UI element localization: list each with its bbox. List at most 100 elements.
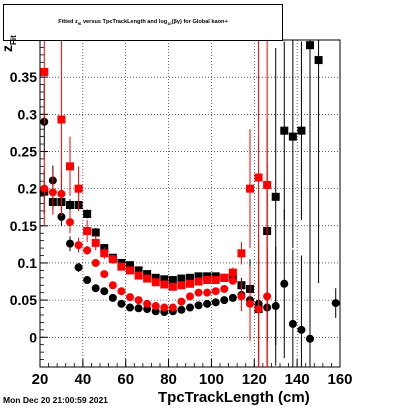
data-point-circle bbox=[228, 293, 237, 302]
data-point-square bbox=[168, 282, 177, 291]
data-point-square bbox=[117, 262, 126, 271]
data-point-circle bbox=[74, 263, 83, 272]
title-subscript-2: 10 bbox=[167, 21, 172, 27]
data-point-square bbox=[177, 281, 186, 290]
data-point-circle bbox=[203, 288, 212, 297]
data-point-circle bbox=[83, 246, 92, 255]
data-point-square bbox=[246, 184, 254, 193]
data-series bbox=[40, 40, 340, 367]
data-point-circle bbox=[186, 292, 194, 301]
data-point-square bbox=[280, 126, 289, 135]
data-point-square bbox=[83, 209, 92, 218]
data-point-square bbox=[83, 226, 92, 235]
data-point-square bbox=[74, 184, 83, 193]
x-tick-label: 120 bbox=[242, 371, 267, 388]
data-point-circle bbox=[271, 302, 280, 311]
data-point-square bbox=[177, 274, 186, 283]
data-point-circle bbox=[66, 218, 74, 227]
data-point-circle bbox=[108, 293, 117, 302]
x-tick-label: 160 bbox=[327, 371, 352, 388]
data-point-circle bbox=[220, 284, 229, 293]
data-point-circle bbox=[168, 303, 177, 312]
y-axis-label-sub: Fit bbox=[8, 35, 18, 45]
data-point-circle bbox=[177, 297, 186, 306]
data-point-circle bbox=[297, 325, 306, 334]
data-point-circle bbox=[280, 279, 289, 288]
data-point-circle bbox=[228, 276, 237, 285]
data-point-square bbox=[271, 192, 280, 201]
data-point-circle bbox=[237, 292, 246, 301]
data-point-square bbox=[220, 273, 229, 282]
x-tick-label: 60 bbox=[117, 371, 134, 388]
data-point-circle bbox=[288, 319, 297, 328]
grid-lines bbox=[40, 40, 340, 367]
y-tick-label: 0 bbox=[29, 329, 37, 345]
data-point-square bbox=[151, 273, 160, 282]
data-point-circle bbox=[57, 212, 66, 221]
data-point-square bbox=[203, 276, 212, 285]
data-point-circle bbox=[194, 288, 203, 297]
y-tick-label: 0.3 bbox=[18, 106, 38, 122]
data-point-circle bbox=[126, 293, 134, 302]
y-tick-label: 0.35 bbox=[10, 69, 37, 85]
data-point-square bbox=[194, 277, 203, 286]
data-point-circle bbox=[66, 239, 74, 248]
x-tick-label: 140 bbox=[285, 371, 310, 388]
data-point-square bbox=[288, 132, 297, 141]
data-point-circle bbox=[194, 301, 203, 310]
data-point-circle bbox=[254, 305, 263, 314]
title-box: Fitted zf6 versus TpcTrackLength and log… bbox=[3, 4, 283, 41]
series-0 bbox=[40, 40, 323, 367]
data-point-square bbox=[126, 266, 134, 275]
y-tick-label: 0.15 bbox=[10, 218, 37, 234]
data-point-square bbox=[57, 115, 66, 124]
data-point-square bbox=[66, 162, 74, 171]
timestamp: Mon Dec 20 21:00:59 2021 bbox=[3, 395, 108, 405]
y-tick-label: 0.25 bbox=[10, 143, 37, 159]
data-point-circle bbox=[306, 334, 314, 343]
data-point-square bbox=[143, 274, 152, 283]
data-point-square bbox=[134, 266, 143, 275]
data-point-square bbox=[108, 255, 117, 264]
x-tick-label: 20 bbox=[32, 371, 49, 388]
x-axis-label: TpcTrackLength (cm) bbox=[158, 389, 310, 406]
data-point-square bbox=[194, 272, 203, 281]
data-point-square bbox=[297, 126, 306, 135]
data-point-circle bbox=[91, 258, 100, 267]
data-point-square bbox=[40, 67, 49, 76]
data-point-square bbox=[91, 228, 100, 237]
data-point-circle bbox=[40, 184, 49, 193]
data-point-square bbox=[160, 280, 169, 289]
data-point-circle bbox=[143, 299, 152, 308]
title-subscript: f6 bbox=[77, 21, 82, 27]
data-point-circle bbox=[100, 270, 109, 279]
axes: 20 40 60 80 100 120 140 160 0 0.05 0.1 0.15 0.2 0.25 0… bbox=[10, 39, 353, 388]
y-tick-label: 0.2 bbox=[18, 181, 38, 197]
data-point-square bbox=[126, 261, 134, 270]
data-point-square bbox=[160, 275, 169, 284]
data-point-circle bbox=[220, 296, 229, 305]
data-point-circle bbox=[134, 304, 143, 313]
data-point-circle bbox=[211, 298, 220, 307]
data-point-square bbox=[237, 249, 246, 258]
title-rest: versus TpcTrackLength and log bbox=[81, 19, 168, 25]
data-point-circle bbox=[160, 303, 169, 312]
data-point-square bbox=[134, 271, 143, 280]
data-point-circle bbox=[126, 303, 134, 312]
chart-title: Fitted zf6 versus TpcTrackLength and log… bbox=[58, 19, 228, 27]
x-tick-label: 100 bbox=[199, 371, 224, 388]
series-3 bbox=[40, 151, 272, 367]
data-point-square bbox=[228, 268, 237, 277]
y-tick-label: 0.05 bbox=[10, 292, 37, 308]
data-point-square bbox=[151, 278, 160, 287]
data-point-square bbox=[254, 173, 263, 182]
data-point-circle bbox=[108, 281, 117, 290]
data-point-square bbox=[186, 279, 194, 288]
x-tick-label: 80 bbox=[160, 371, 177, 388]
data-point-square bbox=[211, 276, 220, 285]
data-point-circle bbox=[203, 299, 212, 308]
data-point-square bbox=[100, 249, 109, 258]
y-axis-label: zFit bbox=[0, 35, 18, 52]
data-point-circle bbox=[331, 299, 340, 308]
